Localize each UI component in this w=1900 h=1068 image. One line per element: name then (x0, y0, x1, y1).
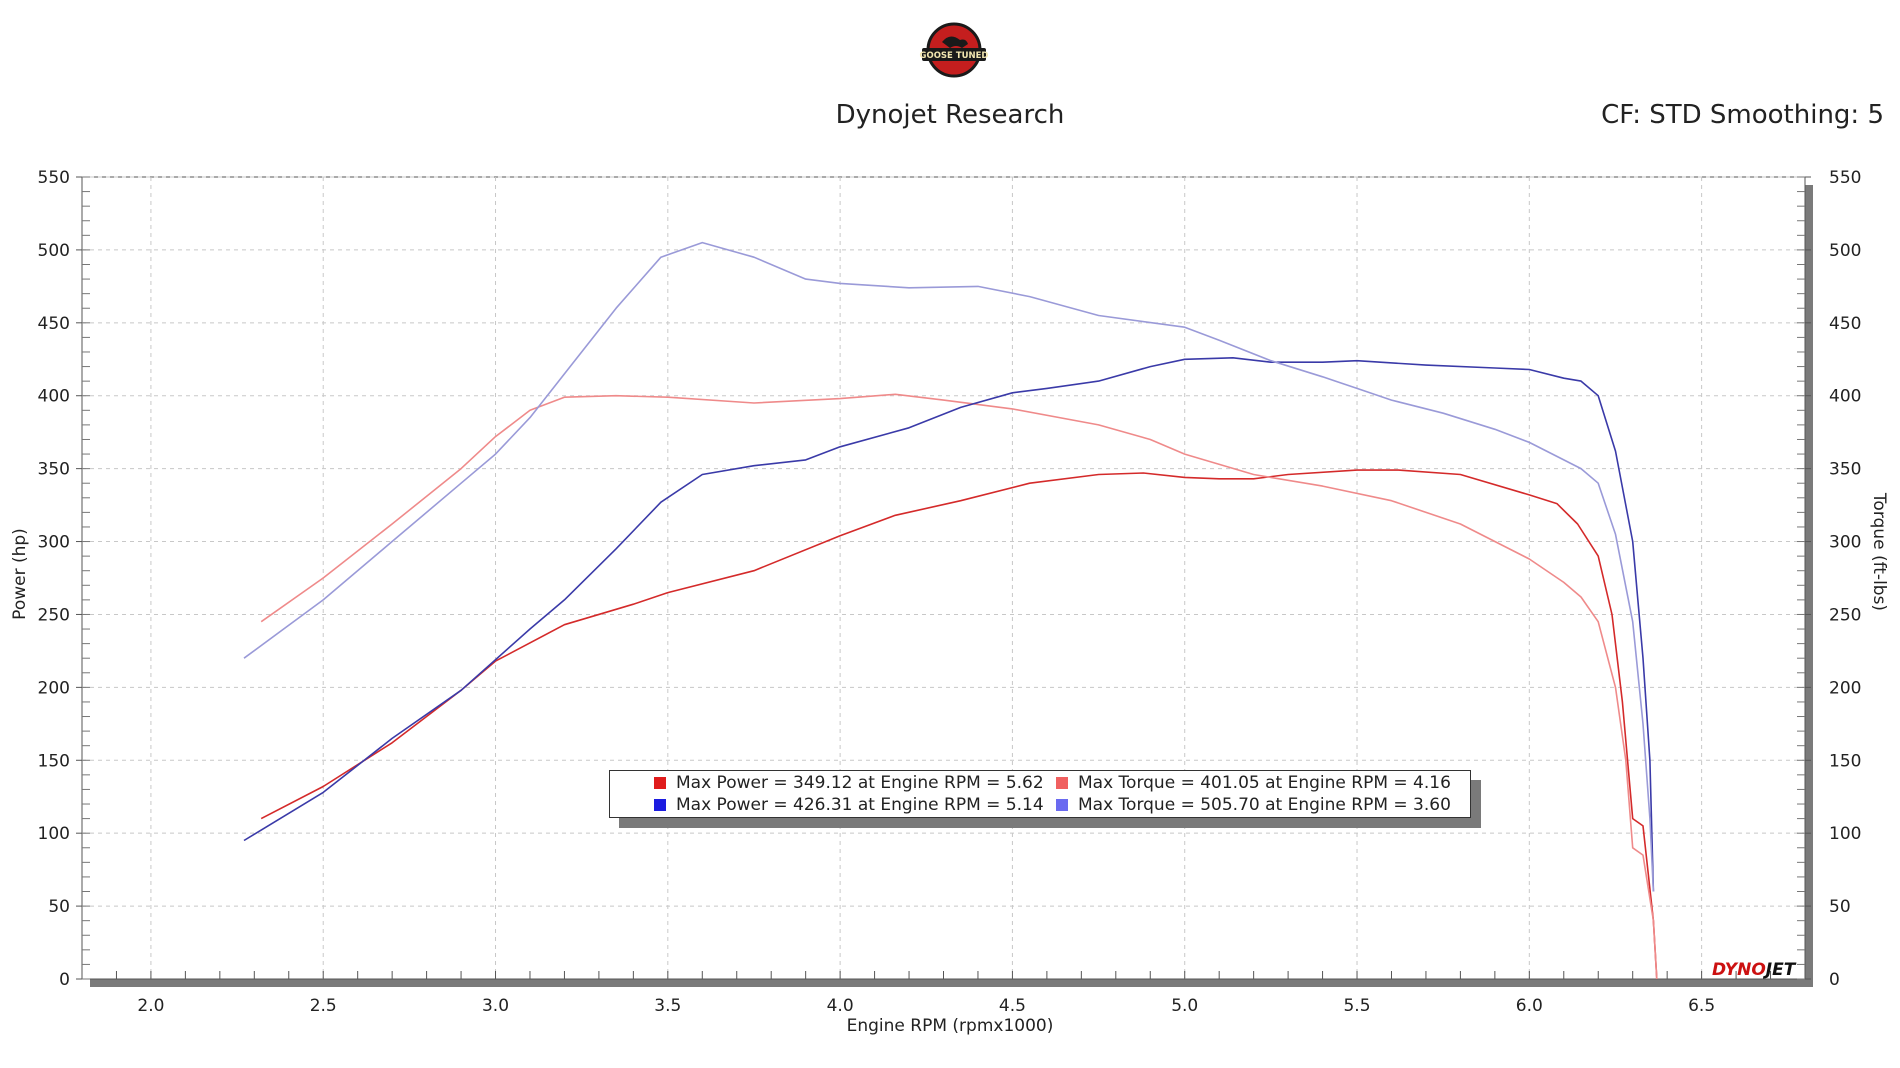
y-tick-label-left: 400 (38, 387, 70, 407)
correction-factor-label: CF: STD Smoothing: 5 (1601, 100, 1884, 130)
y-tick-label-right: 200 (1829, 678, 1861, 698)
legend-label: Max Torque = 401.05 at Engine RPM = 4.16 (1078, 773, 1451, 793)
goose-tuned-logo: GOOSE TUNED (916, 18, 992, 78)
y-tick-label-left: 450 (38, 314, 70, 334)
legend-item: Max Torque = 505.70 at Engine RPM = 3.60 (1056, 795, 1451, 815)
x-tick-label: 2.5 (310, 996, 337, 1016)
series-line-1 (260, 469, 1658, 980)
legend-label: Max Power = 349.12 at Engine RPM = 5.62 (676, 773, 1044, 793)
y-tick-label-left: 350 (38, 460, 70, 480)
x-tick-label: 6.5 (1688, 996, 1715, 1016)
legend-swatch (654, 799, 666, 811)
x-tick-label: 6.0 (1516, 996, 1543, 1016)
y-tick-label-left: 200 (38, 678, 70, 698)
y-tick-label-right: 100 (1829, 824, 1861, 844)
legend-swatch (654, 777, 666, 789)
y-tick-label-right: 450 (1829, 314, 1861, 334)
legend-item: Max Torque = 401.05 at Engine RPM = 4.16 (1056, 773, 1451, 793)
y-tick-label-right: 300 (1829, 533, 1861, 553)
y-axis-right-title: Torque (ft-lbs) (1869, 492, 1889, 612)
x-tick-label: 4.0 (827, 996, 854, 1016)
y-tick-label-right: 250 (1829, 605, 1861, 625)
legend-item: Max Power = 349.12 at Engine RPM = 5.62 (654, 773, 1044, 793)
chart-title: Dynojet Research (835, 100, 1065, 130)
x-tick-label: 3.0 (482, 996, 509, 1016)
x-tick-label: 4.5 (999, 996, 1026, 1016)
plot-frame (81, 176, 1806, 980)
series-line-2 (260, 393, 1658, 980)
series-line-4 (243, 241, 1655, 892)
x-axis-title: Engine RPM (rpmx1000) (846, 1016, 1054, 1036)
y-tick-label-right: 550 (1829, 168, 1861, 188)
y-tick-label-left: 550 (38, 168, 70, 188)
y-axis-left-title: Power (hp) (10, 528, 30, 620)
legend-label: Max Power = 426.31 at Engine RPM = 5.14 (676, 795, 1044, 815)
y-tick-label-left: 300 (38, 533, 70, 553)
x-tick-label: 2.0 (137, 996, 164, 1016)
x-tick-label: 5.5 (1343, 996, 1370, 1016)
y-tick-label-left: 0 (59, 970, 70, 990)
y-tick-label-left: 500 (38, 241, 70, 261)
legend-swatch (1056, 777, 1068, 789)
legend-item: Max Power = 426.31 at Engine RPM = 5.14 (654, 795, 1044, 815)
y-tick-label-left: 50 (48, 897, 70, 917)
y-tick-label-left: 250 (38, 605, 70, 625)
dynojet-brand-logo: DYNOJET (1712, 960, 1796, 980)
y-tick-label-right: 0 (1829, 970, 1840, 990)
legend: Max Power = 349.12 at Engine RPM = 5.62 … (609, 770, 1471, 818)
y-tick-label-left: 100 (38, 824, 70, 844)
legend-swatch (1056, 799, 1068, 811)
x-tick-label: 5.0 (1171, 996, 1198, 1016)
y-tick-label-right: 500 (1829, 241, 1861, 261)
y-tick-label-left: 150 (38, 751, 70, 771)
y-tick-label-right: 50 (1829, 897, 1851, 917)
y-tick-label-right: 400 (1829, 387, 1861, 407)
y-tick-label-right: 150 (1829, 751, 1861, 771)
svg-text:GOOSE TUNED: GOOSE TUNED (920, 51, 989, 61)
y-tick-label-right: 350 (1829, 460, 1861, 480)
x-tick-label: 3.5 (654, 996, 681, 1016)
series-line-3 (243, 357, 1655, 892)
legend-label: Max Torque = 505.70 at Engine RPM = 3.60 (1078, 795, 1451, 815)
